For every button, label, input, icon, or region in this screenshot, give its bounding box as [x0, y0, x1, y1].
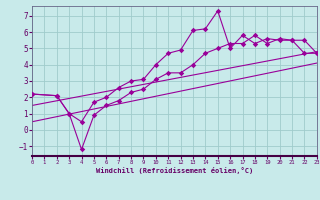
X-axis label: Windchill (Refroidissement éolien,°C): Windchill (Refroidissement éolien,°C) — [96, 167, 253, 174]
